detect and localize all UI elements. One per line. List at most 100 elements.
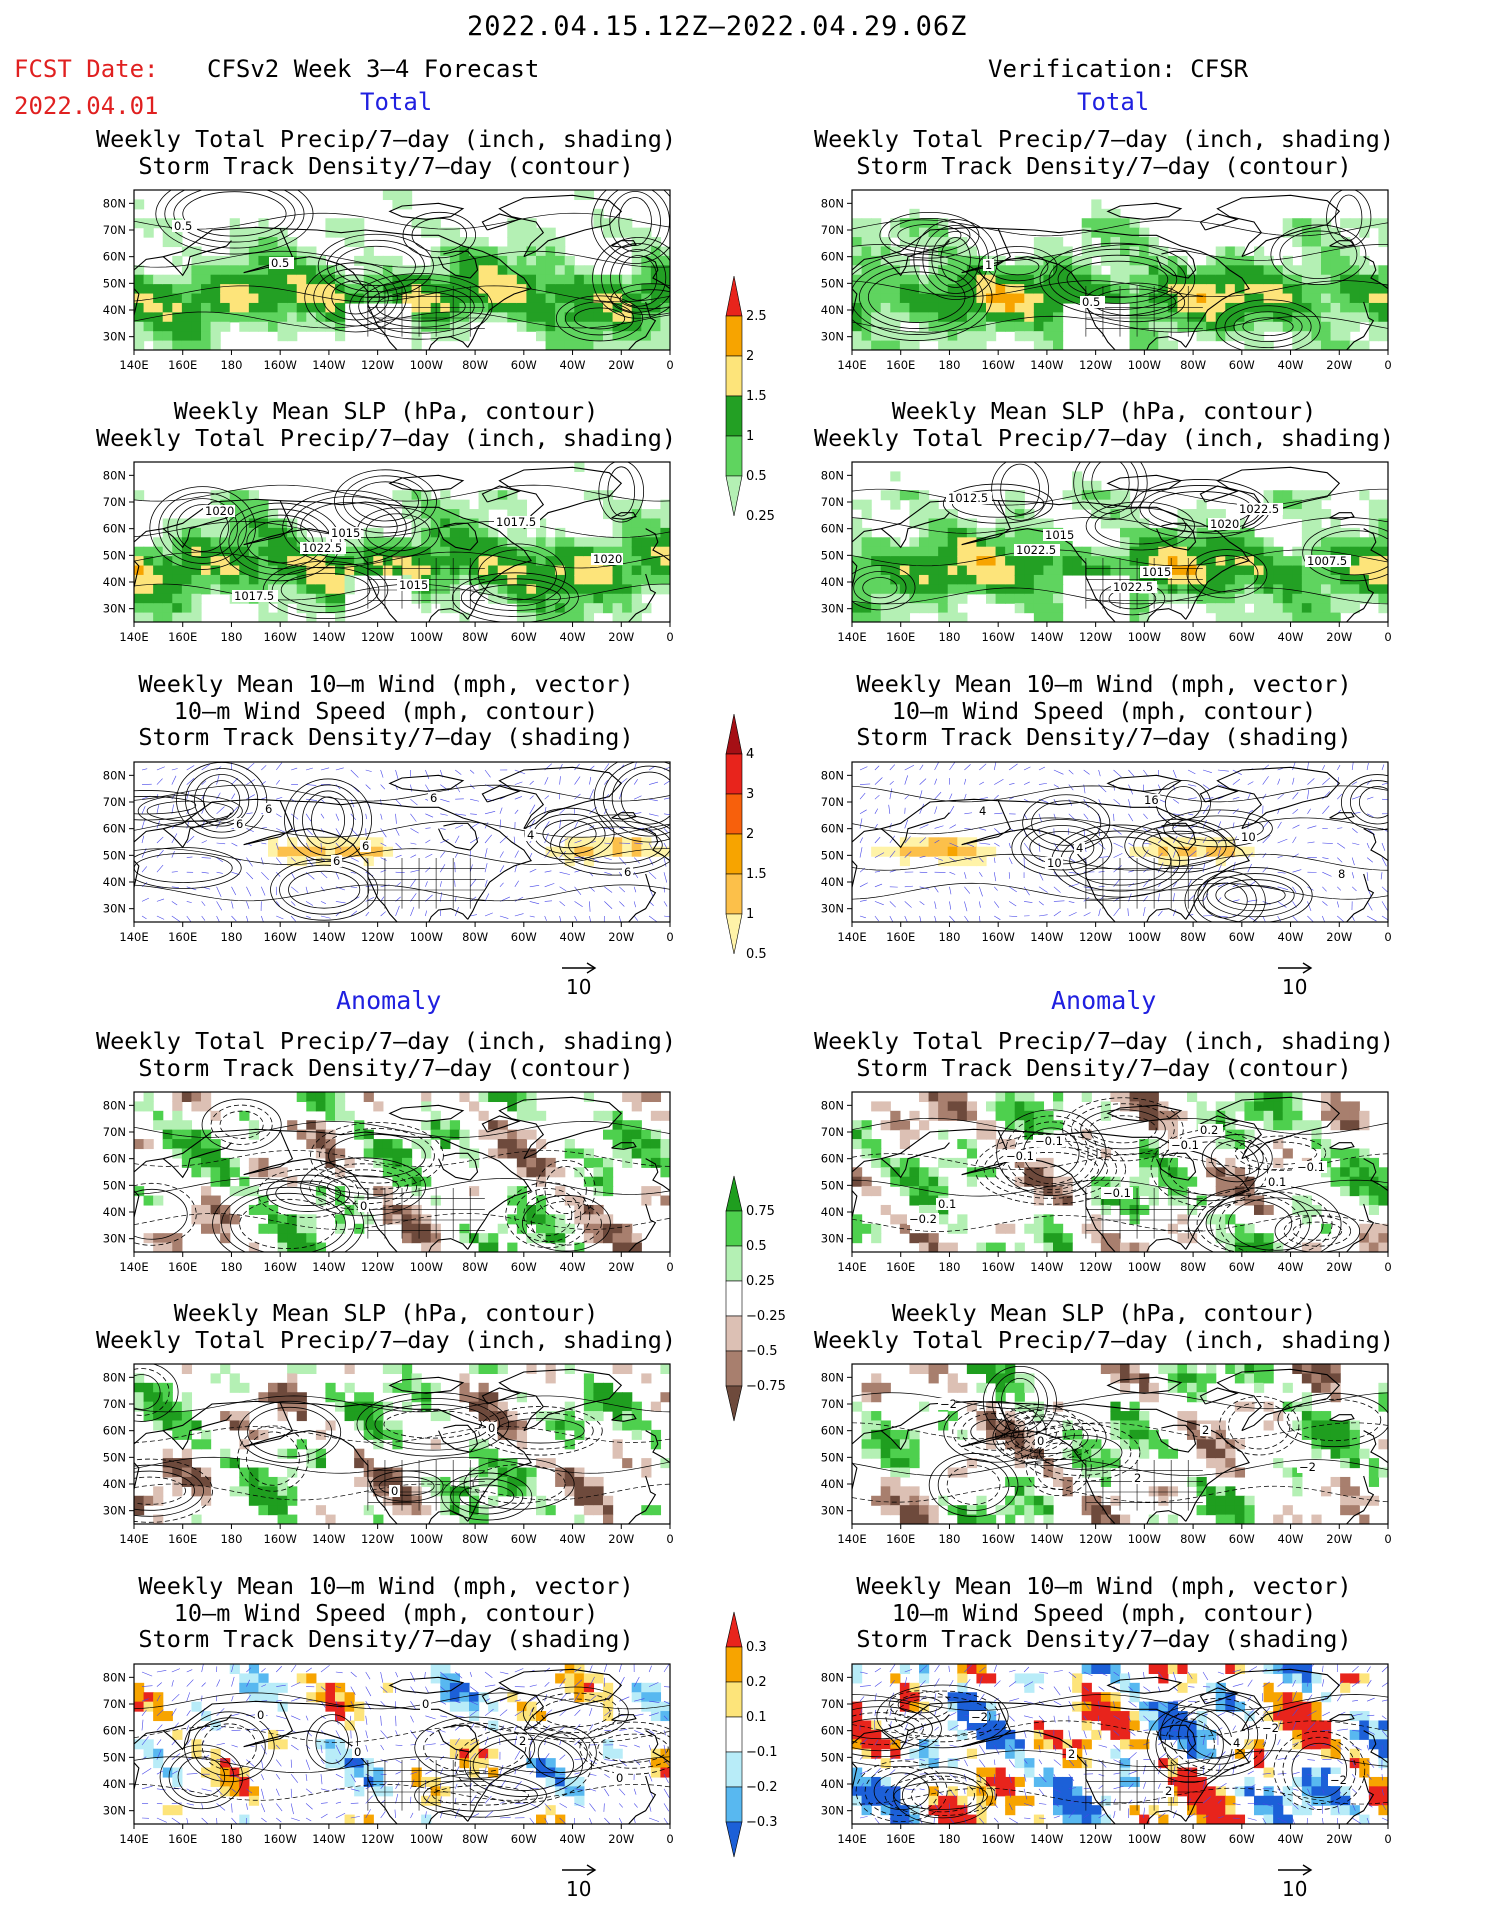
contour-label-bg <box>591 553 623 565</box>
lon-tick-label: 60W <box>1229 1532 1255 1546</box>
colorbar-label: −0.2 <box>746 1780 778 1795</box>
lon-tick-label: 120W <box>1079 930 1112 944</box>
lon-tick-label: 120W <box>361 1532 394 1546</box>
title-line-2: Storm Track Density/7–day (contour) <box>856 1053 1352 1082</box>
lon-tick-label: 160E <box>886 930 915 944</box>
contour-label-bg <box>1295 1161 1327 1173</box>
colorbar-segment <box>725 1350 743 1387</box>
panel-title-cfsr-precip-total: Weekly Total Precip/7–day (inch, shading… <box>804 126 1404 179</box>
contour-label-bg <box>1080 296 1105 308</box>
lon-tick-label: 20W <box>608 1260 634 1274</box>
lat-tick-label: 30N <box>821 330 844 344</box>
lon-tick-label: 160W <box>982 358 1015 372</box>
colorbar-segment <box>725 1175 743 1212</box>
contour-label: 0 <box>360 1199 367 1213</box>
colorbar-segment <box>725 1210 743 1247</box>
panel-title-fcst-slp-total: Weekly Mean SLP (hPa, contour) Weekly To… <box>86 398 686 451</box>
lat-tick-label: 60N <box>103 1724 126 1738</box>
lon-tick-label: 40W <box>560 930 586 944</box>
colorbar-precip-anom: 0.75 0.5 0.25 −0.25 −0.5 −0.75 <box>718 1166 788 1476</box>
lat-tick-label: 50N <box>821 848 844 862</box>
lat-tick-label: 70N <box>103 1697 126 1711</box>
colorbar-segment <box>725 1280 743 1317</box>
contour-label-bg <box>269 257 294 269</box>
lon-tick-label: 60W <box>1229 630 1255 644</box>
title-line-2: 10–m Wind Speed (mph, contour) <box>173 696 599 725</box>
lat-tick-label: 50N <box>821 1750 844 1764</box>
colorbar-label: 0.25 <box>746 509 775 524</box>
lon-tick-label: 160W <box>264 930 297 944</box>
lon-tick-label: 40W <box>560 630 586 644</box>
lon-tick-label: 160E <box>886 630 915 644</box>
contour-label-bg <box>172 220 197 232</box>
lon-tick-label: 20W <box>1326 1532 1352 1546</box>
lon-tick-label: 40W <box>560 1532 586 1546</box>
lat-tick-label: 40N <box>821 575 844 589</box>
map-frame <box>133 1663 671 1825</box>
lon-tick-label: 140E <box>119 1532 148 1546</box>
lon-tick-label: 100W <box>410 358 443 372</box>
map-plot: 4 −2 −2 2 2 −2 80N 70N 60N 50N 40N 30N 140E 160E 180 16… <box>821 1663 1392 1846</box>
lon-tick-label: 140E <box>837 1532 866 1546</box>
lon-tick-label: 180 <box>938 1832 960 1846</box>
map-cfsr-slp-total: 1022.5 1022.5 1020 1007.5 1012.5 1015 1015 1022… <box>798 458 1398 658</box>
colorbar-segment <box>725 713 743 755</box>
lon-tick-label: 160W <box>982 1260 1015 1274</box>
contour-label: 1012.5 <box>948 491 988 505</box>
lon-tick-label: 0 <box>1384 1532 1391 1546</box>
lat-tick-label: 60N <box>821 250 844 264</box>
lat-tick-label: 50N <box>103 1450 126 1464</box>
contour-label: −0.2 <box>909 1212 937 1226</box>
colorbar-segment <box>725 355 743 397</box>
lat-tick-label: 50N <box>103 548 126 562</box>
lon-tick-label: 0 <box>1384 630 1391 644</box>
lon-tick-label: 140W <box>1030 1532 1063 1546</box>
vector-reference-label: 10 <box>1282 1877 1308 1901</box>
colorbar-segment <box>725 1611 743 1648</box>
lat-tick-label: 30N <box>821 1804 844 1818</box>
lat-tick-label: 50N <box>103 1178 126 1192</box>
lon-tick-label: 120W <box>361 1260 394 1274</box>
contour-label-bg <box>1163 1785 1174 1797</box>
map-plot: 0 80N 70N 60N 50N 40N 30N 140E 160E 180 160W 140W 12… <box>103 1091 674 1274</box>
title-line-2: Storm Track Density/7–day (contour) <box>138 1053 634 1082</box>
lon-tick-label: 20W <box>608 1532 634 1546</box>
contour-label: 0.5 <box>271 256 289 270</box>
lon-tick-label: 120W <box>1079 630 1112 644</box>
lat-tick-label: 70N <box>103 1397 126 1411</box>
lon-tick-label: 80W <box>1180 1832 1206 1846</box>
contour-label: 1 <box>985 258 992 272</box>
colorbar-label: 0.5 <box>746 947 767 962</box>
lat-tick-label: 70N <box>821 795 844 809</box>
panel-title-fcst-precip-total: Weekly Total Precip/7–day (inch, shading… <box>86 126 686 179</box>
contour-label-bg <box>1132 1472 1143 1484</box>
lon-tick-label: 60W <box>511 358 537 372</box>
contour-label-bg <box>358 1200 369 1212</box>
map-plot: 2 −2 −2 0 2 80N 70N 60N 50N 40N 30N 140E 160E 180 160W… <box>821 1363 1392 1546</box>
lat-tick-label: 30N <box>103 1804 126 1818</box>
contour-label: 0 <box>1037 1434 1044 1448</box>
vector-reference-label: 10 <box>566 975 592 999</box>
lon-tick-label: 140W <box>312 1260 345 1274</box>
contour-label: 4 <box>1233 1736 1240 1750</box>
contour-label: 6 <box>265 802 272 816</box>
contour-label: 1022.5 <box>1113 580 1153 594</box>
contour-label: 6 <box>333 854 340 868</box>
lon-tick-label: 140E <box>837 1260 866 1274</box>
map-frame <box>133 189 671 351</box>
lon-tick-label: 20W <box>1326 630 1352 644</box>
colorbar-label: 0.5 <box>746 469 767 484</box>
lon-tick-label: 0 <box>666 1260 673 1274</box>
lat-tick-label: 50N <box>103 848 126 862</box>
colorbar-label: 1 <box>746 429 754 444</box>
colorbar-segment <box>725 913 743 955</box>
colorbar-segment <box>725 1716 743 1753</box>
date-range-title: 2022.04.15.12Z–2022.04.29.06Z <box>467 11 968 42</box>
lon-tick-label: 40W <box>560 1832 586 1846</box>
lat-tick-label: 40N <box>103 1205 126 1219</box>
title-line-2: Storm Track Density/7–day (contour) <box>856 151 1352 180</box>
contour-label-bg <box>1336 868 1347 880</box>
colorbar-segment <box>725 753 743 795</box>
title-line-2: Storm Track Density/7–day (contour) <box>138 151 634 180</box>
contour-label: 0 <box>391 1484 398 1498</box>
